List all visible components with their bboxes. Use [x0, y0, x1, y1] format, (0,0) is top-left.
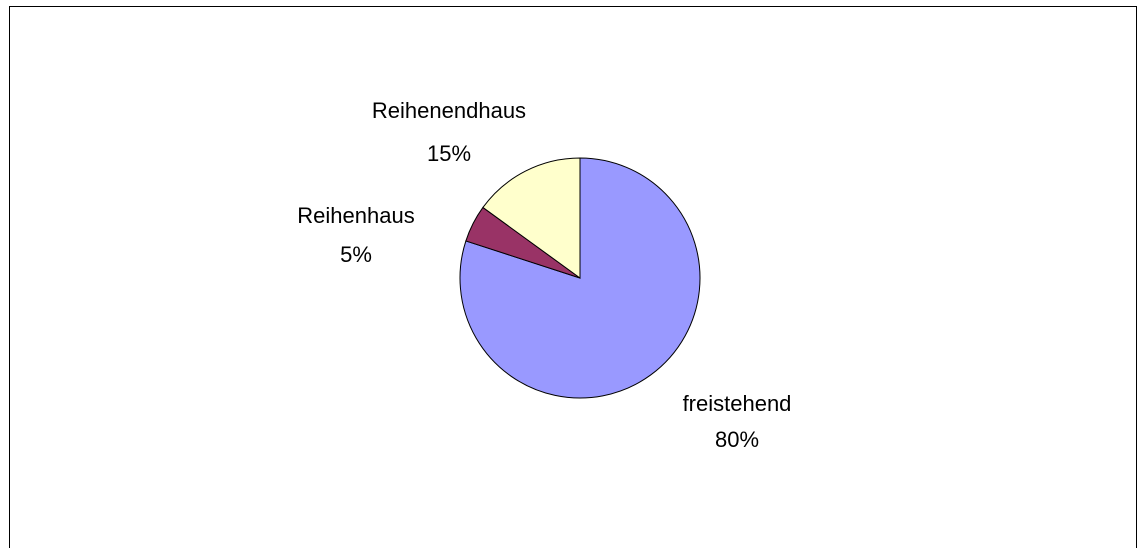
slice-label: Reihenhaus — [297, 203, 414, 228]
slice-value-label: 15% — [427, 141, 471, 166]
slice-label: Reihenendhaus — [372, 98, 526, 123]
slice-value-label: 80% — [715, 427, 759, 452]
slice-label: freistehend — [683, 391, 792, 416]
slice-value-label: 5% — [340, 242, 372, 267]
pie-slice — [482, 157, 581, 279]
